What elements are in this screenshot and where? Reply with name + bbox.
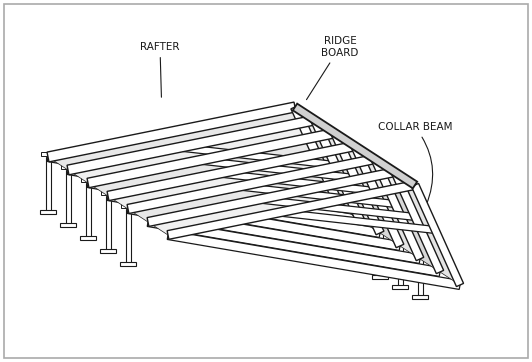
Polygon shape [148, 172, 415, 235]
Polygon shape [378, 233, 383, 277]
Text: RAFTER: RAFTER [140, 42, 180, 97]
Polygon shape [352, 265, 368, 269]
Polygon shape [147, 218, 440, 277]
Polygon shape [199, 157, 355, 181]
Polygon shape [239, 183, 396, 207]
Polygon shape [105, 196, 111, 251]
Polygon shape [355, 146, 420, 259]
Polygon shape [120, 262, 136, 266]
Polygon shape [371, 157, 424, 261]
Polygon shape [167, 231, 461, 290]
Polygon shape [41, 152, 55, 156]
Polygon shape [219, 170, 376, 194]
Polygon shape [375, 159, 440, 272]
Polygon shape [60, 223, 76, 227]
Polygon shape [88, 133, 355, 196]
Polygon shape [128, 159, 395, 222]
Text: COLLAR BEAM: COLLAR BEAM [378, 122, 452, 205]
Polygon shape [80, 236, 96, 240]
Polygon shape [127, 205, 421, 264]
Polygon shape [291, 105, 344, 209]
Polygon shape [47, 152, 341, 211]
Polygon shape [46, 157, 51, 212]
Polygon shape [61, 165, 75, 169]
Polygon shape [179, 144, 336, 168]
Polygon shape [100, 249, 116, 253]
Polygon shape [65, 170, 71, 225]
Polygon shape [337, 207, 343, 257]
Polygon shape [107, 191, 401, 251]
Polygon shape [413, 254, 427, 258]
Polygon shape [147, 168, 396, 226]
Polygon shape [127, 155, 376, 214]
Polygon shape [395, 172, 460, 285]
Polygon shape [48, 107, 315, 170]
Polygon shape [332, 255, 348, 259]
Polygon shape [167, 181, 416, 239]
Polygon shape [392, 285, 408, 289]
Polygon shape [40, 210, 56, 214]
Polygon shape [315, 120, 380, 233]
Polygon shape [373, 228, 387, 232]
Polygon shape [81, 178, 95, 182]
Polygon shape [126, 209, 130, 264]
Polygon shape [331, 131, 384, 235]
Polygon shape [335, 133, 400, 246]
Polygon shape [279, 209, 436, 233]
Polygon shape [107, 142, 356, 201]
Polygon shape [358, 220, 362, 267]
Polygon shape [87, 178, 381, 237]
Polygon shape [68, 120, 335, 183]
Polygon shape [372, 275, 388, 279]
Polygon shape [293, 104, 417, 188]
Polygon shape [397, 246, 403, 287]
Polygon shape [121, 204, 135, 208]
Text: RIDGE
BOARD: RIDGE BOARD [306, 36, 359, 100]
Polygon shape [392, 171, 444, 274]
Polygon shape [86, 183, 90, 238]
Polygon shape [67, 165, 361, 224]
Polygon shape [418, 259, 422, 297]
Polygon shape [412, 295, 428, 299]
Text: CEILING
JOIST: CEILING JOIST [164, 156, 206, 200]
Polygon shape [353, 215, 367, 219]
Polygon shape [259, 196, 415, 220]
Polygon shape [393, 241, 407, 245]
Polygon shape [101, 191, 115, 195]
Polygon shape [47, 102, 296, 162]
Polygon shape [295, 107, 360, 220]
Polygon shape [333, 202, 347, 206]
Polygon shape [108, 146, 375, 209]
Polygon shape [351, 144, 404, 248]
Polygon shape [411, 184, 463, 287]
Polygon shape [67, 115, 316, 175]
Polygon shape [311, 118, 364, 222]
Polygon shape [87, 128, 336, 188]
